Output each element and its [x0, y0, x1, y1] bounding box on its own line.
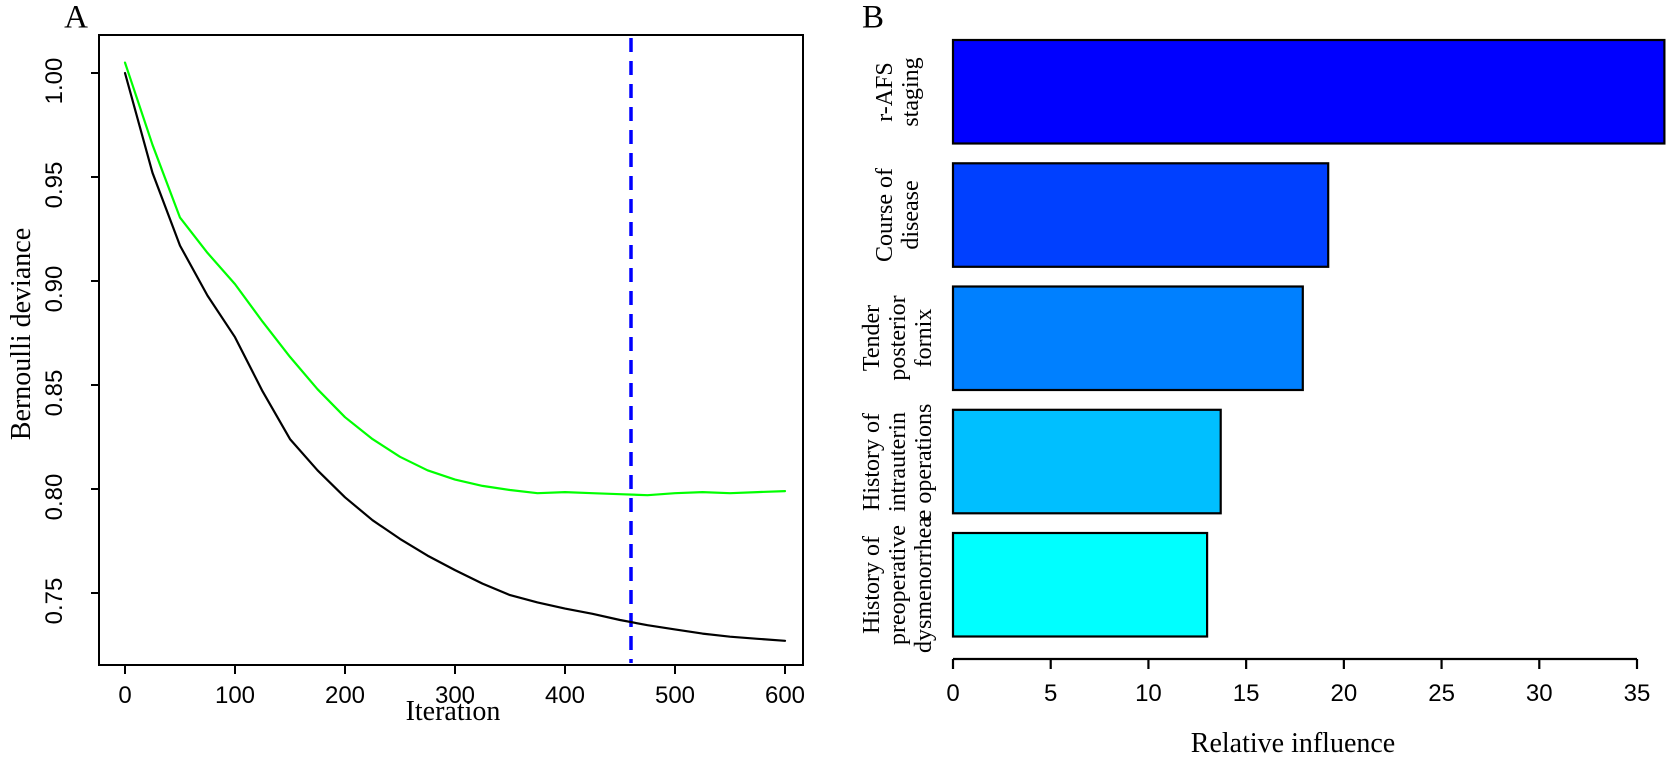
y-tick-label: 0.85 [41, 370, 68, 417]
x-tick-label: 500 [655, 682, 695, 709]
y-tick-label: 0.75 [41, 578, 68, 625]
deviance-curve-green [123, 61, 787, 497]
y-tick-label: 0.95 [41, 162, 68, 209]
x-tick-label: 400 [545, 682, 585, 709]
panel-a-plot-box [98, 34, 804, 666]
x-tick-label: 15 [1233, 680, 1260, 707]
bar-category-label-2: Tender posterior fornix [859, 295, 937, 381]
deviance-curve-black [123, 71, 787, 642]
influence-bar-1 [951, 162, 1330, 268]
panel-b-label: B [861, 0, 885, 36]
x-tick-label: 25 [1428, 680, 1455, 707]
bar-category-label-0: r-AFS staging [872, 57, 924, 127]
x-tick-label: 200 [325, 682, 365, 709]
y-tick-label: 1.00 [41, 58, 68, 105]
panel-a-y-axis-title: Bernoulli deviance [6, 227, 37, 441]
x-tick-label: 5 [1044, 680, 1057, 707]
panel-b-x-axis-title: Relative influence [1190, 728, 1396, 759]
x-tick-label: 0 [946, 680, 959, 707]
influence-bar-2 [951, 285, 1304, 392]
x-tick-label: 600 [765, 682, 805, 709]
influence-bar-3 [951, 408, 1222, 515]
y-tick-label: 0.90 [41, 266, 68, 313]
x-tick-label: 35 [1624, 680, 1651, 707]
bar-category-label-1: Course of disease [872, 168, 924, 262]
x-tick-label: 0 [118, 682, 131, 709]
influence-bar-4 [951, 531, 1209, 638]
x-tick-label: 100 [215, 682, 255, 709]
bar-category-label-3: History of intrauterin e operations [859, 403, 937, 520]
x-tick-label: 300 [435, 682, 475, 709]
bar-category-label-4: History of preoperative dysmenorrhea [859, 516, 937, 653]
x-tick-label: 10 [1135, 680, 1162, 707]
x-tick-label: 30 [1526, 680, 1553, 707]
x-tick-label: 20 [1331, 680, 1358, 707]
influence-bar-0 [951, 38, 1666, 145]
panel-a-x-axis-title: Iteration [405, 696, 501, 727]
panel-a-label: A [64, 0, 88, 36]
y-tick-label: 0.80 [41, 474, 68, 521]
